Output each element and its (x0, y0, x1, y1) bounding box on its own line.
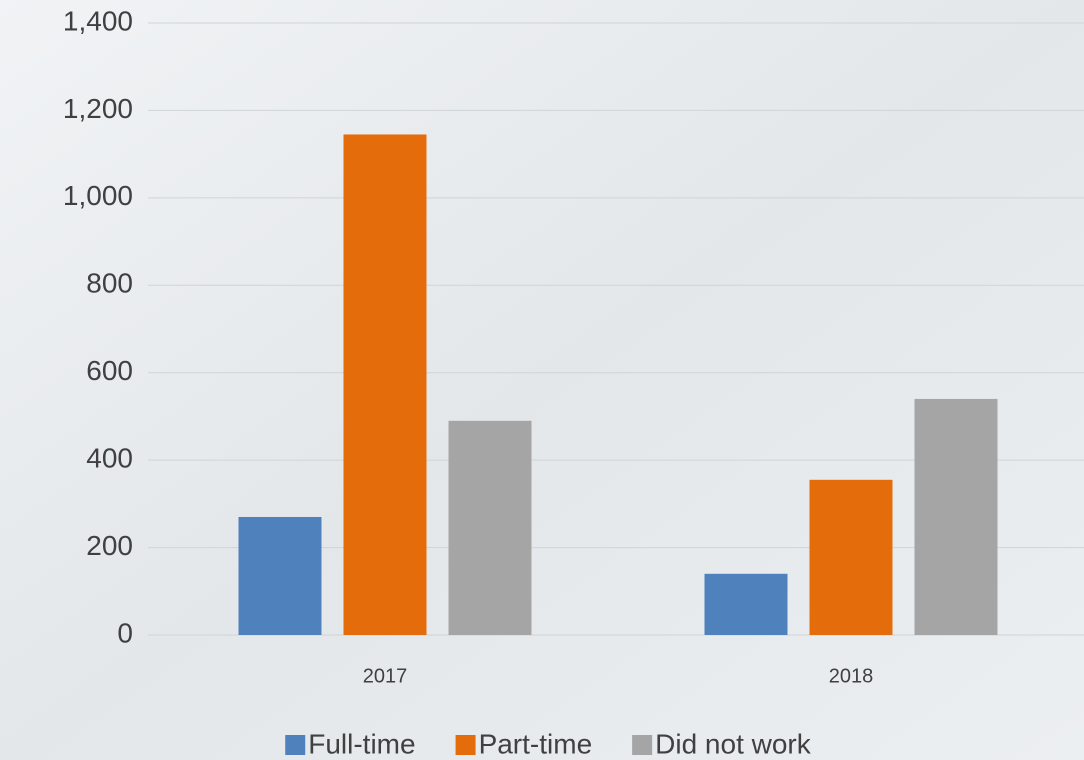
labels: 0 200 400 600 800 1,000 1,200 1,400 2017 2018 (63, 5, 873, 687)
bars (238, 134, 998, 635)
y-tick-label: 1,400 (63, 5, 133, 36)
x-tick-label: 2017 (363, 665, 408, 687)
legend-label: Full-time (308, 728, 415, 759)
bar (809, 479, 893, 635)
bar (914, 398, 998, 635)
y-tick-label: 1,200 (63, 93, 133, 124)
y-tick-label: 400 (86, 443, 133, 474)
legend-label: Did not work (655, 728, 812, 759)
y-tick-label: 600 (86, 355, 133, 386)
bar (238, 516, 322, 635)
legend-item: Full-time (285, 728, 416, 759)
y-tick-label: 1,000 (63, 180, 133, 211)
legend-item: Part-time (455, 728, 593, 759)
y-tick-label: 200 (86, 530, 133, 561)
legend: Full-time Part-time Did not work (285, 728, 812, 759)
bar (448, 420, 532, 635)
legend-swatch (632, 735, 653, 755)
y-tick-label: 0 (117, 617, 133, 648)
legend-swatch (285, 735, 306, 755)
bar (343, 134, 427, 635)
legend-swatch (455, 735, 476, 755)
legend-item: Did not work (632, 728, 812, 759)
x-tick-label: 2018 (829, 665, 874, 687)
y-tick-label: 800 (86, 268, 133, 299)
bar (704, 573, 788, 635)
legend-label: Part-time (479, 728, 593, 759)
